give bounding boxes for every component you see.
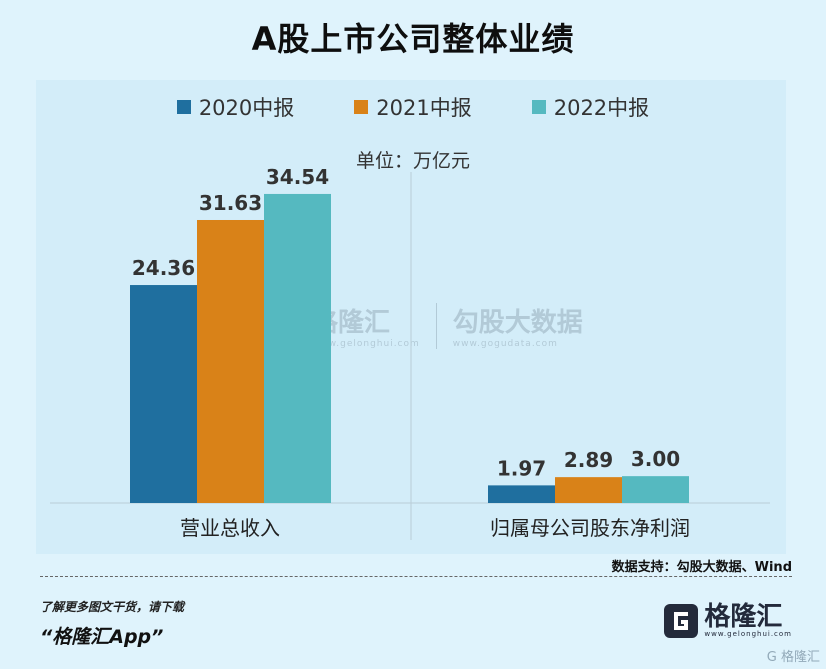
- logo-text: 格隆汇: [704, 602, 783, 632]
- unit-label: 单位：万亿元: [355, 150, 470, 172]
- legend-swatch: [176, 100, 191, 114]
- data-label: 3.00: [631, 447, 680, 471]
- brand-logo: 格隆汇 www.gelonghui.com: [664, 604, 792, 638]
- watermark-divider: [435, 302, 437, 349]
- bar: [197, 219, 264, 503]
- bar: [488, 485, 555, 503]
- bar: [622, 476, 689, 503]
- data-label: 24.36: [132, 256, 195, 280]
- legend-item: 2022中报: [531, 92, 650, 122]
- data-label: 31.63: [199, 191, 262, 215]
- source-note: 数据支持：勾股大数据、Wind: [611, 560, 792, 575]
- footer-divider: [40, 576, 792, 577]
- category-label: 营业总收入: [180, 516, 280, 540]
- logo-sub: www.gelonghui.com: [704, 630, 792, 638]
- legend-label: 2022中报: [553, 96, 650, 120]
- footer-app-name: “格隆汇App”: [40, 626, 164, 648]
- bar: [130, 285, 197, 503]
- watermark-right-sub: www.gogudata.com: [452, 339, 558, 349]
- watermark-left-sub: www.gelonghui.com: [312, 339, 420, 349]
- gelonghui-g-icon: [664, 604, 699, 638]
- legend-label: 2020中报: [198, 96, 295, 120]
- legend-swatch: [531, 100, 546, 114]
- watermark-right-text: 勾股大数据: [452, 308, 583, 338]
- legend-item: 2021中报: [354, 92, 472, 122]
- bar: [555, 477, 622, 503]
- legend: 2020中报 2021中报 2022中报: [0, 92, 826, 122]
- data-label: 34.54: [266, 165, 329, 189]
- data-label: 1.97: [497, 456, 546, 480]
- bar: [264, 193, 331, 504]
- corner-watermark: G 格隆汇: [766, 650, 820, 665]
- chart-title: A股上市公司整体业绩: [251, 20, 575, 58]
- category-label: 归属母公司股东净利润: [490, 516, 690, 540]
- data-label: 2.89: [564, 448, 613, 472]
- legend-label: 2021中报: [376, 96, 472, 120]
- legend-swatch: [354, 100, 369, 114]
- legend-item: 2020中报: [176, 92, 295, 122]
- footer-note: 了解更多图文干货，请下载: [40, 600, 185, 614]
